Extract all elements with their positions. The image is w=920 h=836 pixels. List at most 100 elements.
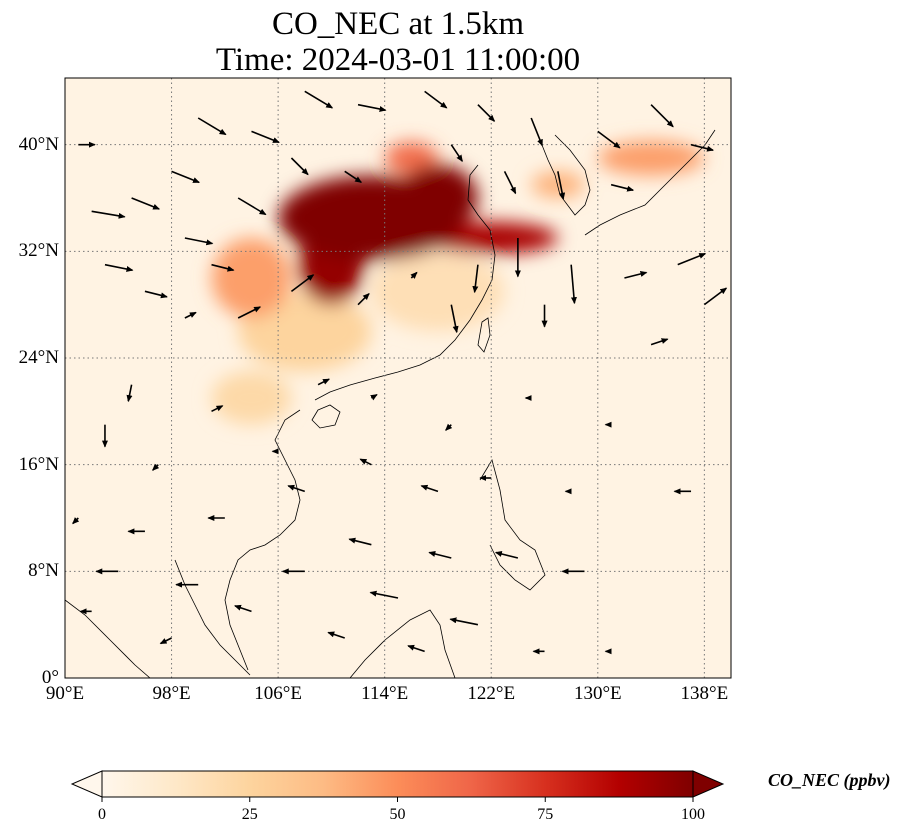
wind-arrow <box>304 90 334 109</box>
concentration-plume <box>531 171 585 199</box>
wind-arrow <box>290 157 309 176</box>
lat-tick-label: 24°N <box>18 347 59 368</box>
colorbar-tick-label: 0 <box>98 806 106 823</box>
lon-tick-label: 106°E <box>254 683 302 704</box>
wind-arrow <box>287 484 306 493</box>
philippines-coastline <box>479 458 546 591</box>
lat-tick-label: 0° <box>41 667 59 688</box>
wind-arrow <box>91 210 126 219</box>
wind-arrow <box>327 631 345 639</box>
wind-arrow <box>450 144 463 162</box>
wind-arrow <box>449 617 479 626</box>
concentration-plume <box>371 251 505 332</box>
wind-arrow <box>650 338 669 346</box>
concentration-field <box>211 140 705 425</box>
lon-tick-label: 114°E <box>361 683 409 704</box>
wind-arrow <box>237 197 267 216</box>
colorbar-tick-label: 100 <box>681 806 705 823</box>
wind-arrow <box>428 551 452 559</box>
wind-arrow <box>650 104 674 128</box>
wind-arrow <box>344 170 363 183</box>
wind-arrow <box>557 171 566 200</box>
wind-arrow <box>472 264 479 294</box>
wind-arrow <box>530 117 543 147</box>
lon-tick-label: 138°E <box>680 683 729 704</box>
borneo-coastline <box>349 609 456 678</box>
wind-arrow <box>348 537 372 546</box>
wind-arrow <box>211 263 235 272</box>
lat-tick-label: 32°N <box>18 240 59 262</box>
colorbar-tick-label: 75 <box>537 806 554 823</box>
lat-tick-label: 16°N <box>18 453 59 475</box>
wind-arrow <box>359 458 372 466</box>
colorbar-tick-label: 25 <box>241 806 258 823</box>
wind-arrow <box>211 405 224 413</box>
concentration-plume <box>211 371 292 425</box>
sumatra-coastline <box>65 599 151 678</box>
chart-title-line1: CO_NEC at 1.5km <box>271 6 525 42</box>
lat-tick-label: 40°N <box>18 133 59 155</box>
concentration-plume <box>398 164 478 232</box>
wind-arrow <box>420 484 439 493</box>
wind-arrow <box>317 378 330 386</box>
wind-arrow <box>370 394 378 401</box>
colorbar <box>70 770 725 802</box>
wind-arrow <box>450 304 459 334</box>
concentration-plume <box>211 238 292 318</box>
taiwan-coastline <box>477 317 491 353</box>
wind-arrow <box>184 311 197 319</box>
wind-arrow <box>357 103 387 112</box>
wind-arrow <box>197 117 227 136</box>
wind-arrow <box>144 290 168 299</box>
wind-arrow <box>237 306 262 319</box>
wind-arrow <box>184 237 214 246</box>
colorbar-extend-low <box>70 770 103 798</box>
lat-tick-label: 8°N <box>28 560 59 582</box>
korea-coastline <box>539 134 591 216</box>
wind-vectors <box>72 90 728 655</box>
lon-tick-label: 90°E <box>45 683 85 704</box>
wind-arrow <box>72 517 80 525</box>
lon-tick-label: 130°E <box>573 683 622 704</box>
china-coastline <box>314 164 496 401</box>
wind-arrow <box>624 271 648 279</box>
lon-tick-label: 98°E <box>152 683 191 704</box>
lon-tick-label: 122°E <box>467 683 516 704</box>
wind-arrow <box>126 384 133 403</box>
colorbar-gradient <box>101 770 694 798</box>
wind-arrow <box>234 604 252 613</box>
chart-title-line2: Time: 2024-03-01 11:00:00 <box>215 42 581 78</box>
indochina-coastline <box>224 409 301 671</box>
wind-arrow <box>104 263 134 272</box>
concentration-plume <box>597 140 705 176</box>
wind-arrow <box>570 264 577 305</box>
colorbar-tick-label: 50 <box>389 806 406 823</box>
wind-arrow <box>424 90 448 109</box>
hainan-coastline <box>311 404 341 429</box>
wind-arrow <box>477 104 496 122</box>
wind-arrow <box>407 644 425 653</box>
wind-arrow <box>290 274 315 292</box>
wind-arrow <box>494 551 519 559</box>
wind-arrow <box>410 271 418 279</box>
wind-arrow <box>445 423 453 431</box>
wind-arrow <box>703 287 728 306</box>
wind-arrow <box>357 292 370 306</box>
wind-arrow <box>251 130 280 144</box>
wind-arrow <box>597 130 621 149</box>
wind-arrow <box>677 252 707 266</box>
wind-arrow <box>159 637 172 645</box>
wind-arrow <box>131 197 161 210</box>
japan-coastline <box>584 129 716 236</box>
wind-arrow <box>369 590 399 599</box>
wind-arrow <box>171 170 200 184</box>
wind-arrow <box>503 170 517 195</box>
wind-arrow <box>690 143 715 152</box>
wind-arrow <box>152 463 160 471</box>
colorbar-label: CO_NEC (ppbv) <box>768 770 891 790</box>
wind-arrow <box>610 183 635 192</box>
map-frame <box>64 77 732 679</box>
colorbar-extend-high <box>692 770 725 798</box>
concentration-plume <box>384 142 438 174</box>
